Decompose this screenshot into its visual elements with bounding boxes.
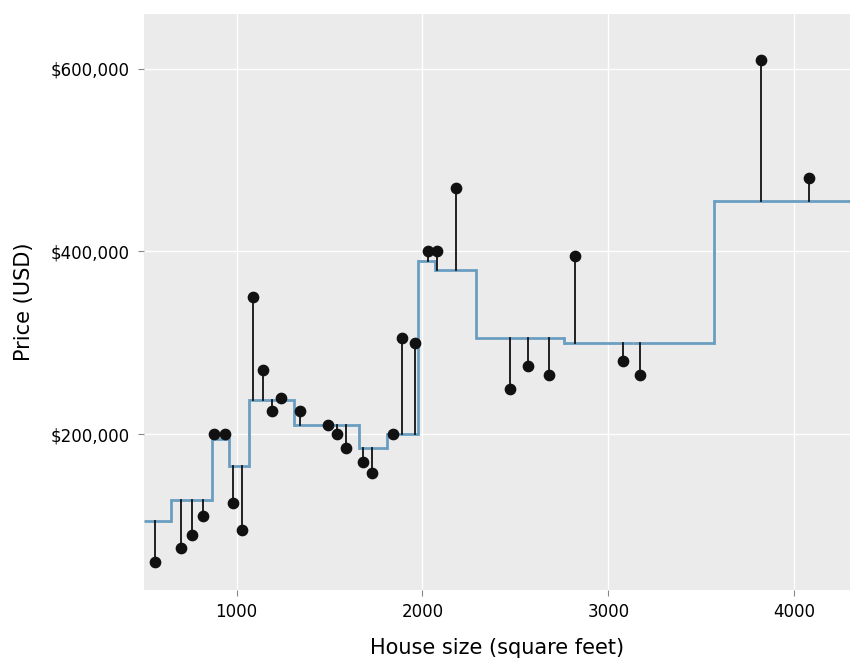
- Point: [321, 420, 334, 431]
- Point: [542, 370, 556, 380]
- Point: [365, 467, 379, 478]
- Point: [395, 333, 409, 343]
- Point: [196, 511, 210, 522]
- Point: [803, 173, 816, 183]
- Point: [340, 443, 353, 454]
- Point: [633, 370, 647, 380]
- Point: [330, 429, 344, 439]
- Point: [754, 54, 768, 65]
- Point: [256, 365, 270, 376]
- Point: [148, 557, 162, 568]
- Point: [356, 456, 370, 467]
- Point: [246, 292, 260, 302]
- Point: [408, 337, 422, 348]
- Point: [235, 525, 249, 536]
- Y-axis label: Price (USD): Price (USD): [14, 243, 34, 361]
- Point: [185, 530, 199, 540]
- Point: [174, 543, 187, 554]
- Point: [568, 251, 581, 261]
- Point: [207, 429, 221, 439]
- Point: [421, 246, 435, 257]
- Point: [503, 383, 517, 394]
- Point: [449, 182, 463, 193]
- Point: [293, 406, 307, 417]
- Point: [226, 497, 239, 508]
- Point: [616, 355, 630, 366]
- Point: [274, 392, 288, 403]
- Point: [430, 246, 444, 257]
- Point: [522, 360, 536, 371]
- Point: [386, 429, 400, 439]
- Point: [219, 429, 232, 439]
- X-axis label: House size (square feet): House size (square feet): [370, 638, 624, 658]
- Point: [265, 406, 279, 417]
